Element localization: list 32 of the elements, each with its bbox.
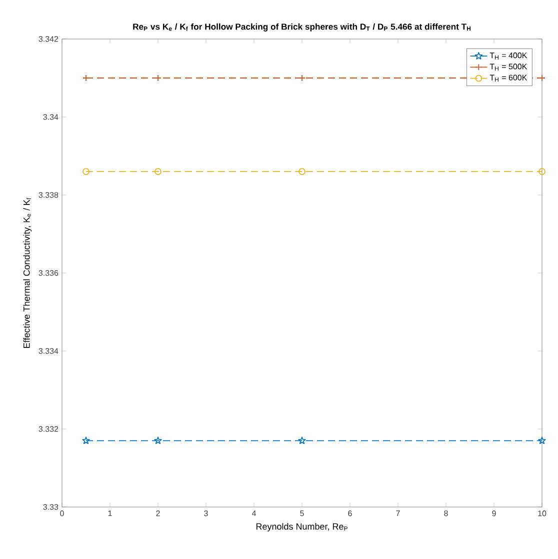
x-tick-label: 3 [204, 510, 208, 516]
x-tick-label: 5 [300, 510, 304, 516]
x-tick-label: 8 [444, 510, 448, 516]
x-tick-label: 1 [108, 510, 112, 516]
x-tick-label: 7 [396, 510, 400, 516]
x-tick-label: 10 [538, 510, 546, 516]
x-tick-label: 4 [252, 510, 256, 516]
y-tick-label: 3.34 [43, 114, 58, 120]
chart-title: Re$_{P}$ vs K$_{e}$ / K$_{f}$ for Hollow Packing of Brick spheres with D$_{T}$ / D$_{P}$ 5.466 at different T$_{H}$ [133, 23, 471, 32]
x-tick-label: 6 [348, 510, 352, 516]
x-tick-label: 0 [60, 510, 64, 516]
point [82, 168, 90, 176]
x-axis-title: Reynolds Number, Re$_{P}$ [256, 523, 348, 532]
y-tick-label: 3.338 [38, 192, 58, 198]
y-tick-label: 3.342 [38, 36, 58, 42]
x-tick-label: 9 [492, 510, 496, 516]
point [538, 436, 546, 444]
y-tick-label: 3.336 [38, 270, 58, 276]
legend-label: T$_{H}$ = 400K [490, 52, 528, 60]
x-tick-label: 2 [156, 510, 160, 516]
point [298, 436, 306, 444]
point [154, 168, 162, 176]
y-tick-label: 3.332 [38, 426, 58, 432]
legend-label: T$_{H}$ = 600K [490, 74, 528, 82]
point [298, 168, 306, 176]
y-axis-title: Effective Thermal Conductivity, K$_{e}$ / K$_{f}$ [23, 198, 32, 348]
y-tick-label: 3.33 [43, 504, 58, 510]
point [82, 436, 90, 444]
point [154, 436, 162, 444]
y-tick-label: 3.334 [38, 348, 58, 354]
legend-label: T$_{H}$ = 500K [490, 64, 528, 71]
point [538, 168, 546, 176]
